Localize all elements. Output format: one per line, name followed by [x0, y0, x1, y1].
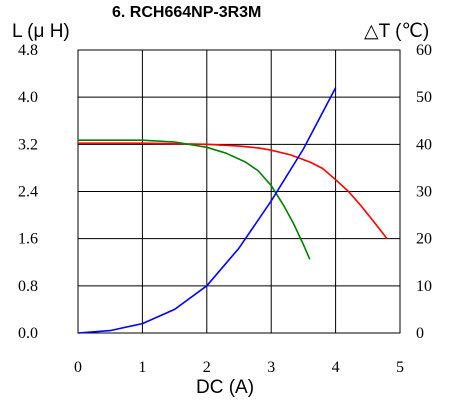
x-axis-label: DC (A) [196, 377, 254, 398]
series-group [77, 87, 388, 334]
series-line-1 [78, 142, 388, 240]
y-axis-right-label: △T (℃) [364, 21, 429, 42]
y-left-tick-label: 4.0 [18, 89, 38, 106]
y-left-tick-label: 4.8 [18, 42, 38, 59]
y-right-tick-label: 10 [416, 278, 432, 295]
series-line-2 [78, 139, 311, 260]
series-line-3 [77, 87, 337, 334]
y-right-tick-label: 60 [416, 42, 432, 59]
y-right-tick-label: 0 [416, 325, 424, 342]
y-left-tick-label: 3.2 [18, 136, 38, 153]
plot-frame [77, 49, 401, 334]
grid [78, 50, 400, 333]
x-tick-label: 1 [138, 359, 146, 376]
x-tick-label: 0 [74, 359, 82, 376]
y-right-tick-label: 40 [416, 136, 432, 153]
y-left-tick-label: 1.6 [18, 231, 38, 248]
x-tick-label: 4 [332, 359, 340, 376]
y-axis-left-label: L (μ H) [12, 21, 70, 42]
y-left-tick-label: 2.4 [18, 184, 38, 201]
y-right-tick-label: 30 [416, 184, 432, 201]
x-tick-label: 3 [267, 359, 275, 376]
x-tick-label: 2 [203, 359, 211, 376]
x-tick-label: 5 [396, 359, 404, 376]
y-right-tick-label: 50 [416, 89, 432, 106]
chart-title: 6. RCH664NP-3R3M [112, 4, 261, 21]
y-left-tick-label: 0.8 [18, 278, 38, 295]
y-left-tick-label: 0.0 [18, 325, 38, 342]
tick-labels: 0 1 2 3 4 5 0.0 0.8 1.6 2.4 3.2 4.0 4.8 0 10 20 30 40 50 60 [18, 42, 432, 376]
y-right-tick-label: 20 [416, 231, 432, 248]
